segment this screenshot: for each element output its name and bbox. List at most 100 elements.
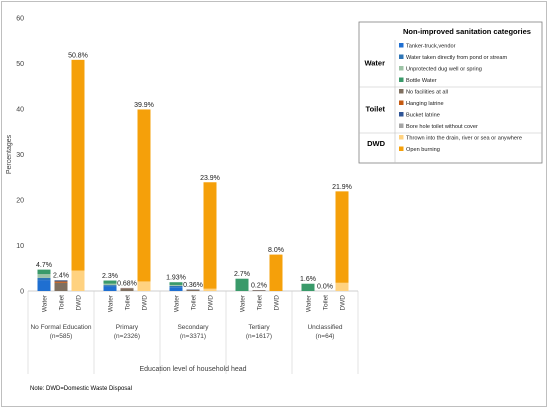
group-label: No Formal Education xyxy=(30,324,91,331)
bar-segment-water xyxy=(38,280,51,291)
legend-swatch xyxy=(399,124,404,129)
group-n-label: (n=2326) xyxy=(114,333,140,340)
y-tick-label: 50 xyxy=(16,61,24,68)
bar-total-label: 2.3% xyxy=(102,273,118,280)
group-n-label: (n=1617) xyxy=(246,333,272,340)
bar-total-label: 23.9% xyxy=(200,175,220,182)
y-tick-label: 30 xyxy=(16,152,24,159)
legend-item-label: Thrown into the drain, river or sea or a… xyxy=(406,136,522,142)
bar-total-label: 50.8% xyxy=(68,52,88,59)
bar-segment-water xyxy=(236,279,249,291)
legend-item-label: Water taken directly from pond or stream xyxy=(406,55,507,61)
bar-type-label: Toilet xyxy=(125,295,132,310)
legend-group-label: Water xyxy=(364,58,385,67)
legend-swatch xyxy=(399,101,404,106)
bar-segment-dwd xyxy=(138,281,151,291)
group-n-label: (n=3371) xyxy=(180,333,206,340)
bar-type-label: DWD xyxy=(76,295,83,311)
bar-segment-dwd xyxy=(72,271,85,291)
legend-group-label: DWD xyxy=(367,139,385,148)
bar-segment-water xyxy=(170,287,183,291)
chart-note: Note: DWD=Domestic Waste Disposal xyxy=(30,386,132,392)
legend-item-label: Open burning xyxy=(406,147,440,153)
y-tick-label: 10 xyxy=(16,243,24,250)
bar-total-label: 8.0% xyxy=(268,247,284,254)
y-tick-label: 40 xyxy=(16,107,24,114)
bar-segment-water xyxy=(104,281,117,284)
group-n-label: (n=64) xyxy=(316,333,335,340)
y-tick-label: 0 xyxy=(20,289,24,296)
legend-title: Non-improved sanitation categories xyxy=(403,27,531,36)
bar-segment-water xyxy=(170,286,183,287)
legend-swatch xyxy=(399,78,404,83)
legend-item-label: Bottle Water xyxy=(406,78,437,84)
bar-segment-dwd xyxy=(138,109,151,281)
legend-swatch xyxy=(399,43,404,48)
bar-segment-water xyxy=(170,282,183,285)
legend-item-label: No facilities at all xyxy=(406,90,448,96)
legend-swatch xyxy=(399,135,404,140)
y-tick-label: 20 xyxy=(16,198,24,205)
legend-swatch xyxy=(399,112,404,117)
bar-total-label: 2.4% xyxy=(53,273,69,280)
bar-segment-dwd xyxy=(204,182,217,288)
legend-swatch xyxy=(399,89,404,94)
bar-segment-toilet xyxy=(55,281,68,282)
legend-item-label: Bore hole toilet without cover xyxy=(406,124,478,130)
bar-segment-dwd xyxy=(336,283,349,291)
legend-swatch xyxy=(399,147,404,152)
bar-type-label: Water xyxy=(42,294,49,312)
legend-group-label: Toilet xyxy=(366,104,386,113)
bar-type-label: Water xyxy=(306,294,313,312)
group-label: Unclassified xyxy=(307,324,342,331)
bar-type-label: Toilet xyxy=(59,295,66,310)
bar-type-label: DWD xyxy=(142,295,149,311)
bar-segment-water xyxy=(302,284,315,291)
bar-segment-water xyxy=(104,286,117,291)
bar-segment-water xyxy=(104,285,117,286)
bar-total-label: 0.2% xyxy=(251,283,267,290)
bar-type-label: Water xyxy=(108,294,115,312)
bar-segment-dwd xyxy=(270,255,283,291)
bar-segment-water xyxy=(170,285,183,286)
bar-total-label: 39.9% xyxy=(134,102,154,109)
bar-total-label: 2.7% xyxy=(234,271,250,278)
chart-frame: 0 10 20 30 40 50 60 Percentages 4.7% Water 2.4% Toi… xyxy=(1,1,547,407)
bar-type-label: Water xyxy=(174,294,181,312)
legend-item-label: Tanker-truck,vendor xyxy=(406,44,456,50)
bar-type-label: DWD xyxy=(340,295,347,311)
bar-segment-dwd xyxy=(72,60,85,271)
bar-segment-toilet xyxy=(55,283,68,291)
bar-segment-water xyxy=(38,278,51,280)
bar-type-label: Water xyxy=(240,294,247,312)
bar-segment-toilet xyxy=(121,289,134,291)
legend-swatch xyxy=(399,55,404,60)
group-label: Tertiary xyxy=(248,324,270,331)
bar-total-label: 4.7% xyxy=(36,262,52,269)
group-label: Primary xyxy=(116,324,139,331)
y-tick-label: 60 xyxy=(16,16,24,23)
legend-swatch xyxy=(399,66,404,71)
bar-type-label: Toilet xyxy=(323,295,330,310)
group-n-label: (n=585) xyxy=(50,333,73,340)
legend-item-label: Unprotected dug well or spring xyxy=(406,67,482,73)
bar-segment-water xyxy=(38,274,51,278)
y-axis-title: Percentages xyxy=(6,134,13,174)
legend-item-label: Hanging latrine xyxy=(406,101,444,107)
bar-segment-dwd xyxy=(204,289,217,291)
group-label: Secondary xyxy=(177,324,209,331)
bar-total-label: 1.93% xyxy=(166,275,186,282)
bar-segment-dwd xyxy=(336,191,349,282)
stacked-bar-chart: 0 10 20 30 40 50 60 Percentages 4.7% Water 2.4% Toi… xyxy=(2,2,548,408)
bar-segment-water xyxy=(104,284,117,285)
bar-type-label: DWD xyxy=(274,295,281,311)
x-axis-title: Education level of household head xyxy=(139,366,246,373)
bar-segment-water xyxy=(38,270,51,275)
legend-item-label: Bucket latrine xyxy=(406,113,440,119)
bar-type-label: Toilet xyxy=(191,295,198,310)
bar-type-label: DWD xyxy=(208,295,215,311)
bar-total-label: 0.0% xyxy=(317,284,333,291)
bar-type-label: Toilet xyxy=(257,295,264,310)
bar-total-label: 0.68% xyxy=(117,280,137,287)
bar-total-label: 0.36% xyxy=(183,282,203,289)
